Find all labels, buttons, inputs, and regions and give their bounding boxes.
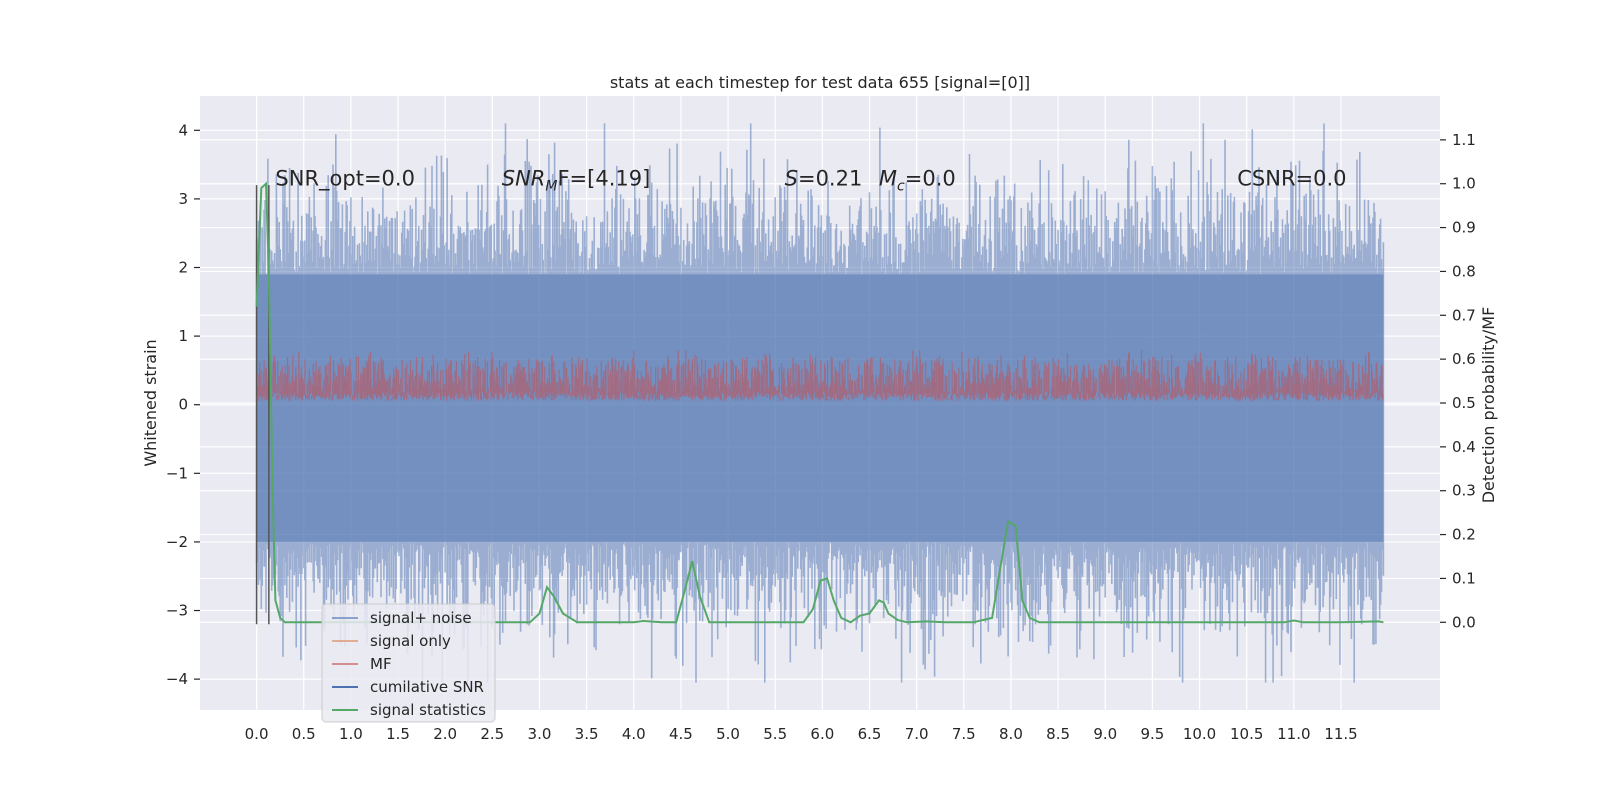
chart-title: stats at each timestep for test data 655…	[610, 73, 1030, 92]
y-tick-label: −1	[166, 464, 188, 482]
annotation-text: SNRMF=[4.19]	[502, 166, 651, 194]
y-axis-ticks: 4 3 2 1 0 −1 −2 −3 −4	[166, 121, 200, 688]
y2-tick-label: 0.0	[1452, 613, 1476, 631]
y-tick-label: 0	[178, 396, 188, 414]
x-tick-label: 1.5	[386, 725, 410, 743]
annotation-text: CSNR=0.0	[1237, 166, 1346, 190]
y2-tick-label: 0.3	[1452, 482, 1476, 500]
y2-tick-label: 0.8	[1452, 262, 1476, 280]
signal-noise-series	[255, 123, 1385, 683]
y2-tick-label: 0.6	[1452, 350, 1476, 368]
y2-tick-label: 0.1	[1452, 569, 1476, 587]
legend-label: cumilative SNR	[370, 678, 484, 696]
y2-axis-label: Detection probability/MF	[1479, 307, 1498, 504]
x-tick-label: 7.0	[905, 725, 929, 743]
x-tick-label: 10.5	[1230, 725, 1263, 743]
x-tick-label: 8.0	[999, 725, 1023, 743]
y-tick-label: 2	[178, 259, 188, 277]
x-tick-label: 9.5	[1140, 725, 1164, 743]
y-tick-label: −2	[166, 533, 188, 551]
y2-axis-ticks: 1.1 1.0 0.9 0.8 0.7 0.6 0.5 0.4 0.3 0.2 0.1 0.0	[1440, 131, 1476, 631]
x-tick-label: 5.5	[763, 725, 787, 743]
annotation-text: S=0.21	[785, 166, 863, 190]
x-axis-ticks: 0.0 0.5 1.0 1.5 2.0 2.5 3.0 3.5 4.0 4.5 5.0 5.5 6.0 6…	[245, 725, 1358, 743]
annotation-text: Mc=0.0	[879, 166, 956, 194]
x-tick-label: 10.0	[1183, 725, 1216, 743]
y2-tick-label: 0.9	[1452, 219, 1476, 237]
x-tick-label: 4.5	[669, 725, 693, 743]
legend-label: signal only	[370, 632, 451, 650]
x-tick-label: 6.0	[810, 725, 834, 743]
x-tick-label: 1.0	[339, 725, 363, 743]
x-tick-label: 0.5	[292, 725, 316, 743]
x-tick-label: 3.5	[575, 725, 599, 743]
legend-frame	[321, 603, 496, 723]
y-tick-label: −4	[166, 670, 188, 688]
x-tick-label: 8.5	[1046, 725, 1070, 743]
x-tick-label: 2.5	[480, 725, 504, 743]
y-tick-label: 4	[178, 121, 188, 139]
y2-tick-label: 0.5	[1452, 394, 1476, 412]
y-tick-label: −3	[166, 602, 188, 620]
x-tick-label: 11.0	[1277, 725, 1310, 743]
annotations: SNR_opt=0.0 SNRMF=[4.19] S=0.21 Mc=0.0 CSNR=…	[275, 166, 1346, 194]
annotation-text: SNR_opt=0.0	[275, 166, 415, 191]
x-tick-label: 7.5	[952, 725, 976, 743]
y2-tick-label: 0.2	[1452, 526, 1476, 544]
x-tick-label: 9.0	[1093, 725, 1117, 743]
y-tick-label: 1	[178, 327, 188, 345]
x-tick-label: 0.0	[245, 725, 269, 743]
y2-tick-label: 1.0	[1452, 175, 1476, 193]
y-tick-label: 3	[178, 190, 188, 208]
x-tick-label: 2.0	[433, 725, 457, 743]
x-tick-label: 11.5	[1324, 725, 1357, 743]
legend: signal+ noise signal only MF cumilative SNR…	[321, 603, 496, 723]
x-tick-label: 6.5	[858, 725, 882, 743]
legend-label: signal+ noise	[370, 609, 472, 627]
x-tick-label: 4.0	[622, 725, 646, 743]
y-axis-label: Whitened strain	[141, 339, 160, 466]
x-tick-label: 3.0	[528, 725, 552, 743]
y2-tick-label: 0.7	[1452, 306, 1476, 324]
legend-label: signal statistics	[370, 701, 486, 719]
y2-tick-label: 1.1	[1452, 131, 1476, 149]
legend-label: MF	[370, 655, 392, 673]
x-tick-label: 5.0	[716, 725, 740, 743]
y2-tick-label: 0.4	[1452, 438, 1476, 456]
